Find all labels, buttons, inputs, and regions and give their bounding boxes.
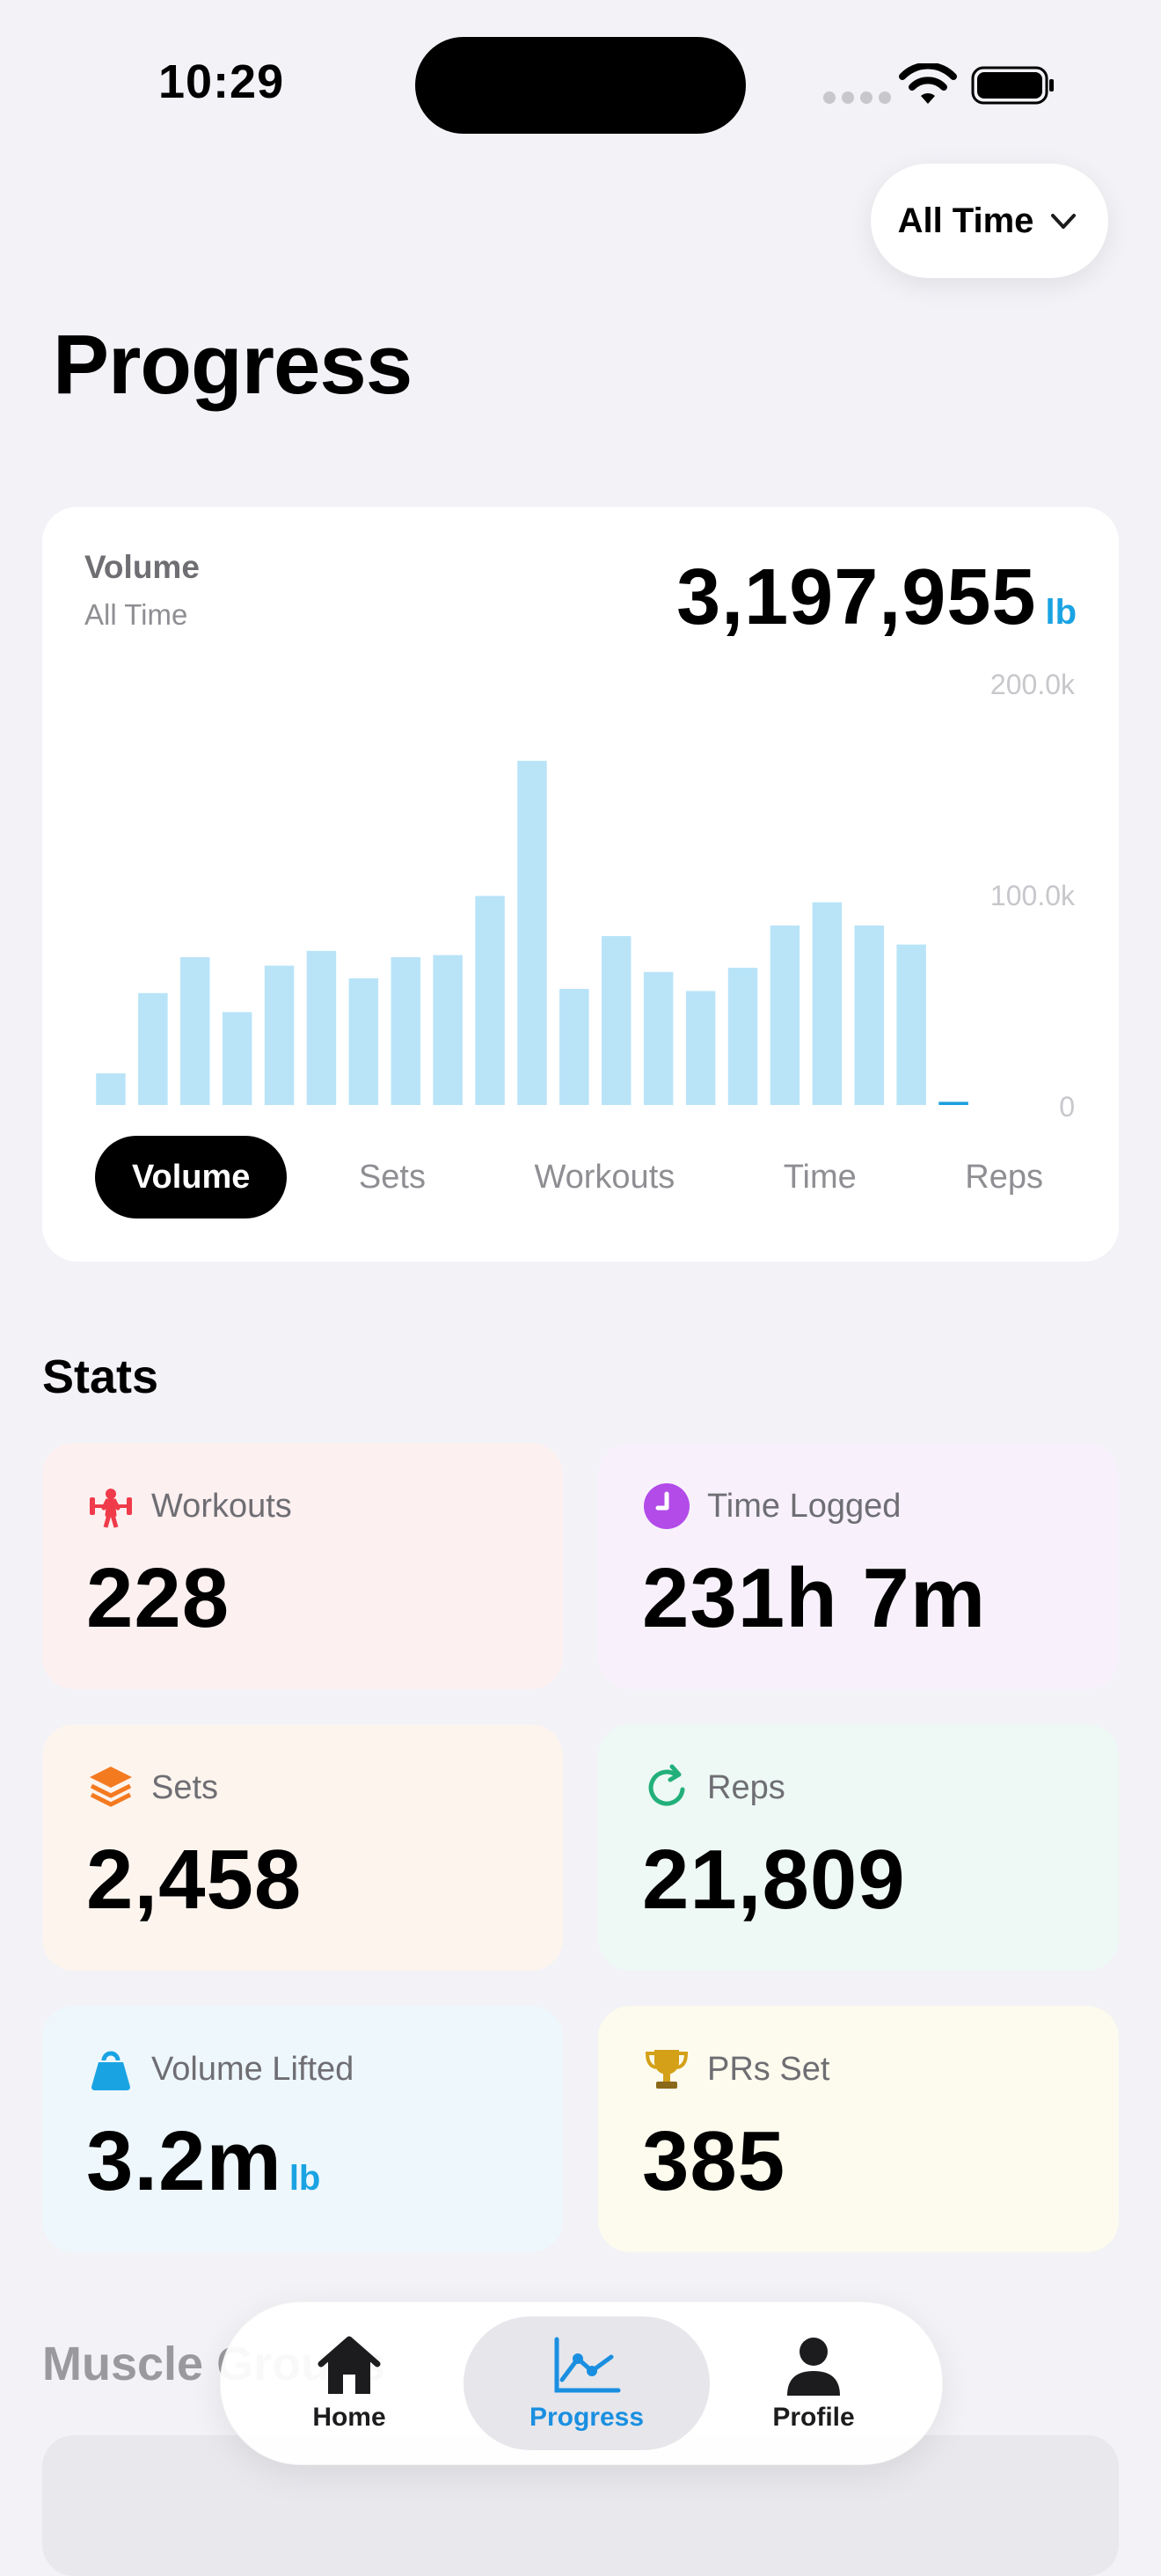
chart-bar[interactable] [602, 936, 632, 1105]
chart-bar[interactable] [938, 1101, 968, 1105]
bottom-tab-bar: Home Progress Profile [220, 2302, 943, 2465]
weightlifter-icon [86, 1482, 135, 1531]
stat-value: 3.2m [86, 2114, 282, 2208]
y-axis-tick-label: 100.0k [990, 880, 1076, 911]
stat-card-prs-set[interactable]: PRs Set 385 [598, 2006, 1119, 2252]
trophy-icon [642, 2045, 691, 2094]
tab-time[interactable]: Time [783, 1158, 857, 1196]
chart-bar[interactable] [306, 950, 337, 1105]
stat-value: 2,458 [86, 1833, 303, 1927]
tab-workouts[interactable]: Workouts [534, 1158, 675, 1196]
tab-bar-progress[interactable]: Progress [464, 2316, 710, 2450]
stat-header: Sets [86, 1763, 218, 1812]
stat-label: Reps [707, 1768, 785, 1806]
battery-icon [971, 66, 1054, 105]
stat-card-time-logged[interactable]: Time Logged 231h 7m [598, 1443, 1119, 1689]
stat-value-wrap: 2,458 [86, 1832, 302, 1928]
stat-label: Sets [151, 1768, 219, 1806]
chart-bar[interactable] [433, 955, 463, 1105]
stat-label: Workouts [151, 1487, 292, 1525]
time-range-dropdown[interactable]: All Time [871, 164, 1108, 278]
volume-bar-chart: 200.0k 100.0k 0 [96, 669, 1076, 1123]
tab-bar-label: Progress [529, 2403, 645, 2432]
dynamic-island [415, 37, 746, 134]
line-chart-icon [550, 2334, 624, 2397]
tab-bar-label: Profile [772, 2403, 855, 2432]
chart-bar[interactable] [643, 971, 674, 1105]
stat-value-wrap: 3.2m lb [86, 2113, 320, 2210]
y-axis-tick-label: 200.0k [990, 669, 1076, 700]
layers-icon [86, 1763, 135, 1812]
tab-volume[interactable]: Volume [95, 1136, 288, 1218]
chart-total-value: 3,197,955 [676, 553, 1037, 641]
tab-sets[interactable]: Sets [358, 1158, 426, 1196]
stat-value-wrap: 231h 7m [642, 1550, 986, 1647]
chart-bar[interactable] [391, 957, 421, 1105]
tab-reps[interactable]: Reps [965, 1158, 1043, 1196]
cellular-signal-icon [823, 91, 891, 104]
chart-bar[interactable] [896, 944, 926, 1105]
chart-bar[interactable] [770, 926, 800, 1105]
chart-bar[interactable] [348, 978, 379, 1105]
chart-bar[interactable] [812, 902, 843, 1105]
stat-header: PRs Set [642, 2045, 829, 2094]
stat-card-reps[interactable]: Reps 21,809 [598, 1724, 1119, 1971]
stats-section-title: Stats [42, 1350, 159, 1403]
stat-unit: lb [288, 2159, 321, 2198]
stat-label: PRs Set [707, 2050, 830, 2088]
stat-header: Volume Lifted [86, 2045, 354, 2094]
chart-total: 3,197,955 lb [676, 553, 1077, 643]
chart-bar[interactable] [517, 760, 547, 1105]
chart-bar[interactable] [96, 1073, 126, 1105]
house-icon [312, 2334, 386, 2397]
chart-bar[interactable] [685, 991, 716, 1105]
chart-bar[interactable] [559, 989, 589, 1105]
stat-label: Volume Lifted [151, 2050, 354, 2088]
chart-bar[interactable] [475, 896, 505, 1105]
stat-card-sets[interactable]: Sets 2,458 [42, 1724, 563, 1971]
clock-icon [642, 1482, 691, 1531]
volume-chart-card: Volume All Time 3,197,955 lb 200.0k 100.0… [42, 507, 1119, 1262]
stat-value: 385 [642, 2114, 786, 2208]
stat-header: Time Logged [642, 1482, 901, 1531]
chart-bar[interactable] [222, 1012, 252, 1105]
tab-bar-home[interactable]: Home [226, 2316, 472, 2450]
stat-value-wrap: 21,809 [642, 1832, 906, 1928]
kettlebell-icon [86, 2045, 135, 2094]
metric-tabs: Volume Sets Workouts Time Reps [95, 1135, 1080, 1219]
time-range-label: All Time [897, 201, 1034, 240]
stat-value: 228 [86, 1551, 230, 1645]
tab-bar-label: Home [312, 2403, 386, 2432]
chart-metric-label: Volume [84, 549, 200, 585]
stat-card-volume-lifted[interactable]: Volume Lifted 3.2m lb [42, 2006, 563, 2252]
stat-value-wrap: 385 [642, 2113, 785, 2210]
page-title: Progress [53, 318, 413, 412]
chart-range-label: All Time [84, 598, 188, 631]
status-bar-time: 10:29 [158, 55, 285, 108]
refresh-icon [642, 1763, 691, 1812]
stat-label: Time Logged [707, 1487, 902, 1525]
stat-header: Workouts [86, 1482, 292, 1531]
person-icon [777, 2334, 851, 2397]
stat-value-wrap: 228 [86, 1550, 230, 1647]
stat-value: 231h 7m [642, 1551, 987, 1645]
chart-bar[interactable] [180, 957, 210, 1105]
tab-bar-profile[interactable]: Profile [690, 2316, 937, 2450]
stat-value: 21,809 [642, 1833, 906, 1927]
chart-bar[interactable] [138, 992, 168, 1105]
wifi-icon [899, 63, 957, 104]
stat-header: Reps [642, 1763, 785, 1812]
stat-card-workouts[interactable]: Workouts 228 [42, 1443, 563, 1689]
chart-total-unit: lb [1045, 593, 1077, 632]
chart-bar[interactable] [727, 968, 758, 1105]
chart-bar[interactable] [264, 965, 295, 1105]
y-axis-tick-label: 0 [1059, 1091, 1075, 1123]
chevron-down-icon [1051, 214, 1077, 229]
chart-bar[interactable] [854, 926, 885, 1105]
